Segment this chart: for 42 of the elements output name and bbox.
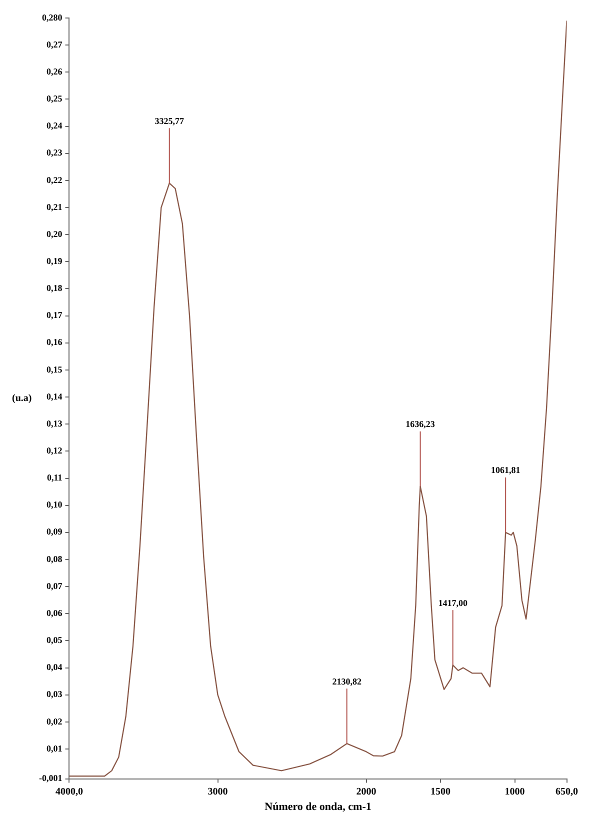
y-tick-label: 0,20 (46, 228, 63, 239)
y-tick-label: 0,24 (46, 120, 63, 131)
y-tick-label: 0,12 (46, 446, 63, 456)
x-axis-title: Número de onda, cm-1 (264, 801, 372, 814)
y-tick-label: 0,01 (46, 743, 63, 754)
y-tick-label: 0,16 (46, 337, 63, 348)
x-tick-label: 650,0 (556, 786, 578, 798)
y-tick-label: 0,25 (46, 94, 63, 104)
y-tick-label: 0,280 (42, 12, 63, 22)
y-tick-label: 0,22 (46, 174, 63, 185)
y-tick-label: 0,27 (46, 39, 63, 50)
y-axis-title: (u.a) (12, 392, 32, 404)
y-tick-label: 0,21 (46, 202, 63, 212)
y-tick-label: 0,13 (46, 418, 63, 428)
y-tick-label: 0,05 (46, 635, 63, 646)
y-tick-label: 0,03 (46, 689, 63, 700)
y-tick-label: 0,26 (46, 66, 63, 76)
y-tick-label: 0,18 (46, 283, 63, 294)
x-tick-label: 2000 (356, 786, 376, 798)
x-tick-label: 4000,0 (55, 786, 83, 798)
y-tick-label: 0,09 (46, 526, 63, 537)
y-tick-label: -0,001 (38, 773, 63, 784)
y-tick-label: 0,15 (46, 364, 63, 374)
y-tick-label: 0,23 (46, 148, 63, 158)
annotation: 1417,00 (438, 598, 468, 608)
annotation: 1636,23 (406, 419, 436, 430)
x-tick-label: 1000 (504, 786, 525, 798)
annotation: 1061,81 (490, 465, 521, 476)
annotation: 2130,82 (332, 676, 362, 686)
y-tick-label: 0,17 (46, 310, 63, 320)
y-tick-label: 0,14 (46, 391, 63, 402)
x-tick-label: 1500 (430, 786, 451, 798)
y-tick-label: 0,19 (46, 256, 63, 266)
y-tick-label: 0,06 (46, 608, 63, 618)
y-tick-label: 0,07 (46, 580, 63, 591)
annotation: 3325,77 (154, 116, 184, 126)
y-tick-label: 0,02 (46, 716, 63, 726)
y-tick-label: 0,10 (46, 500, 63, 510)
y-tick-label: 0,04 (46, 662, 63, 672)
y-tick-label: 0,08 (46, 554, 63, 564)
x-tick-label: 3000 (208, 786, 228, 798)
y-tick-label: 0,11 (46, 472, 63, 483)
